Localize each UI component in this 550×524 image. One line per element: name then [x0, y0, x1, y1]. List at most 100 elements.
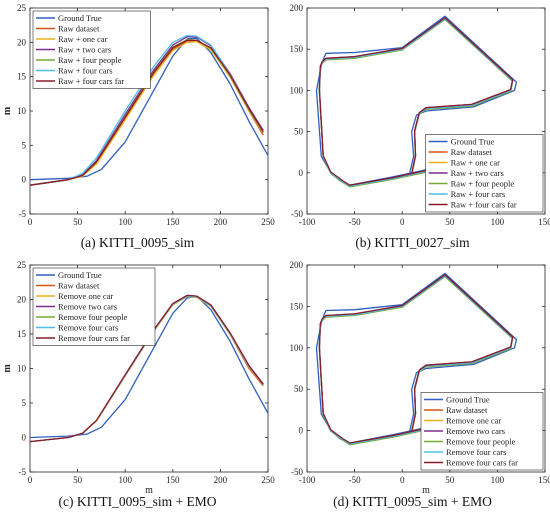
x-tick-label: 50: [73, 475, 83, 485]
y-tick-label: 0: [22, 175, 27, 185]
legend-entry: Raw + two cars: [58, 45, 111, 55]
y-tick-label: 15: [17, 72, 27, 82]
x-tick-label: 0: [28, 217, 33, 227]
x-tick-label: 0: [400, 217, 405, 227]
legend-entry: Ground True: [446, 395, 490, 405]
legend-entry: Raw + four people: [451, 179, 515, 189]
y-tick-label: 5: [22, 140, 27, 150]
x-tick-label: 150: [538, 217, 550, 227]
x-tick-label: -50: [349, 217, 361, 227]
y-tick-label: -5: [19, 209, 27, 219]
series-line: [29, 37, 269, 181]
legend-entry: Remove two cars: [446, 426, 505, 436]
legend-entry: Raw + four people: [58, 55, 122, 65]
legend-entry: Remove four people: [58, 312, 128, 322]
legend-entry: Remove four cars far: [446, 458, 518, 468]
chart-panel-3: -100 -50 0 50 100 150 -50 0 50 100 150 200 m Ground T…: [275, 259, 550, 519]
panel-caption: (a) KITTI_0095_sim: [81, 235, 195, 250]
x-tick-label: 100: [491, 475, 505, 485]
y-tick-label: 150: [290, 44, 304, 54]
y-tick-label: 15: [17, 329, 27, 339]
x-tick-label: 50: [445, 475, 455, 485]
series-line: [318, 18, 514, 187]
x-tick-label: -100: [299, 217, 316, 227]
legend-entry: Remove four people: [446, 437, 516, 447]
x-tick-label: 200: [214, 217, 228, 227]
x-tick-label: 100: [118, 475, 132, 485]
legend-entry: Raw dataset: [58, 24, 100, 34]
y-tick-label: 0: [22, 433, 27, 443]
y-tick-label: 200: [290, 3, 304, 13]
x-tick-label: 150: [166, 217, 180, 227]
x-tick-label: -50: [349, 475, 361, 485]
y-tick-label: -50: [291, 209, 303, 219]
legend-entry: Raw + one car: [451, 158, 501, 168]
x-tick-label: 0: [400, 475, 405, 485]
x-tick-label: -100: [299, 475, 316, 485]
panel-caption: (b) KITTI_0027_sim: [355, 235, 470, 250]
legend-entry: Raw dataset: [446, 405, 488, 415]
y-axis-label: m: [2, 106, 13, 115]
legend-entry: Raw dataset: [451, 147, 493, 157]
x-axis-label: m: [422, 485, 430, 496]
series-line: [29, 294, 264, 443]
legend-entry: Ground True: [451, 137, 495, 147]
legend-entry: Raw dataset: [58, 281, 100, 291]
x-tick-label: 50: [73, 217, 83, 227]
y-tick-label: -5: [19, 467, 27, 477]
legend-entry: Remove four cars: [446, 447, 506, 457]
x-axis-label: m: [145, 485, 153, 496]
x-tick-label: 250: [261, 217, 275, 227]
y-tick-label: 50: [294, 384, 304, 394]
x-tick-label: 50: [445, 217, 455, 227]
y-tick-label: 5: [22, 398, 27, 408]
x-tick-label: 100: [491, 217, 505, 227]
x-tick-label: 150: [166, 475, 180, 485]
y-tick-label: 100: [290, 85, 304, 95]
legend-entry: Remove four cars: [58, 323, 118, 333]
legend-entry: Remove one car: [446, 416, 501, 426]
legend-entry: Raw + one car: [58, 34, 108, 44]
legend-entry: Raw + four cars far: [451, 200, 517, 210]
x-tick-label: 0: [28, 475, 33, 485]
y-tick-label: 200: [290, 260, 304, 270]
panel-caption: (d) KITTI_0095_sim + EMO: [333, 494, 492, 509]
x-tick-label: 100: [118, 217, 132, 227]
y-tick-label: 50: [294, 127, 304, 137]
y-tick-label: 150: [290, 301, 304, 311]
series-line: [29, 40, 264, 186]
y-tick-label: 10: [17, 364, 27, 374]
chart-panel-1: -100 -50 0 50 100 150 -50 0 50 100 150 200 Ground Tr…: [275, 0, 550, 259]
legend-entry: Raw + four cars: [58, 66, 113, 76]
series-line: [29, 295, 269, 439]
y-axis-label: m: [2, 364, 13, 373]
y-tick-label: 25: [17, 260, 27, 270]
y-tick-label: -50: [291, 467, 303, 477]
y-tick-label: 10: [17, 106, 27, 116]
y-tick-label: 20: [17, 37, 27, 47]
y-tick-label: 100: [290, 343, 304, 353]
y-tick-label: 20: [17, 295, 27, 305]
legend-entry: Remove two cars: [58, 302, 117, 312]
x-tick-label: 250: [261, 475, 275, 485]
series-line: [29, 39, 264, 186]
panel-caption: (c) KITTI_0095_sim + EMO: [59, 494, 217, 509]
series-line: [318, 17, 514, 186]
chart-panel-0: 0 50 100 150 200 250 -5 0 5 10 15 20 25 m Ground True R…: [0, 0, 275, 259]
legend-entry: Ground True: [58, 13, 102, 23]
y-tick-label: 0: [299, 168, 304, 178]
y-tick-label: 0: [299, 426, 304, 436]
legend-entry: Raw + four cars far: [58, 76, 124, 86]
series-line: [318, 274, 514, 444]
x-tick-label: 150: [538, 475, 550, 485]
legend-entry: Raw + two cars: [451, 168, 504, 178]
y-tick-label: 25: [17, 3, 27, 13]
